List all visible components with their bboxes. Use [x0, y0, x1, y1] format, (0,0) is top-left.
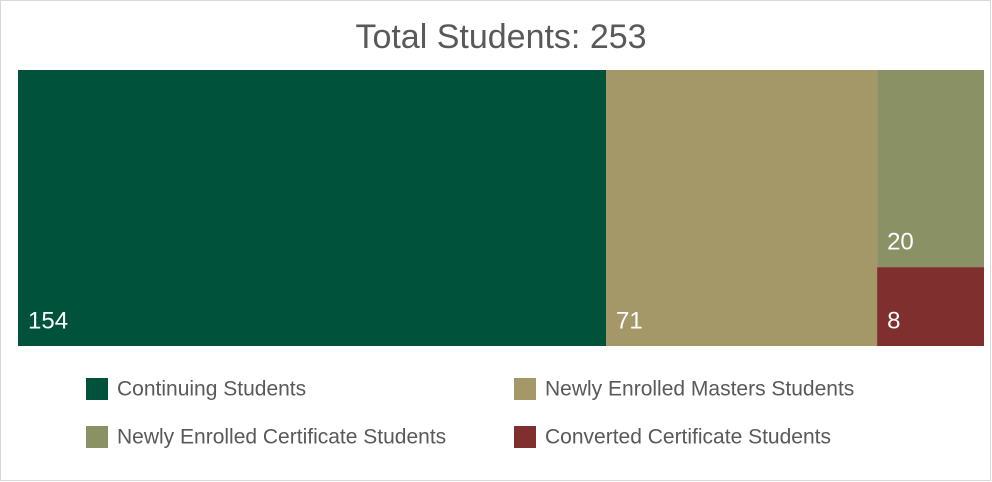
legend-label: Continuing Students [117, 378, 306, 401]
legend-swatch [514, 426, 536, 448]
data-label: 71 [616, 307, 643, 334]
treemap-tile [18, 70, 606, 346]
legend-swatch [86, 378, 108, 400]
treemap-tile [877, 70, 984, 268]
data-label: 8 [887, 307, 900, 334]
legend-label: Converted Certificate Students [545, 426, 831, 449]
legend-label: Newly Enrolled Certificate Students [117, 426, 446, 449]
legend-swatch [514, 378, 536, 400]
data-label: 20 [887, 228, 914, 255]
legend-swatch [86, 426, 108, 448]
legend-label: Newly Enrolled Masters Students [545, 378, 854, 401]
data-label: 154 [28, 307, 68, 334]
chart-title: Total Students: 253 [355, 18, 646, 56]
treemap-tile [877, 267, 984, 346]
treemap-tile [606, 70, 878, 346]
